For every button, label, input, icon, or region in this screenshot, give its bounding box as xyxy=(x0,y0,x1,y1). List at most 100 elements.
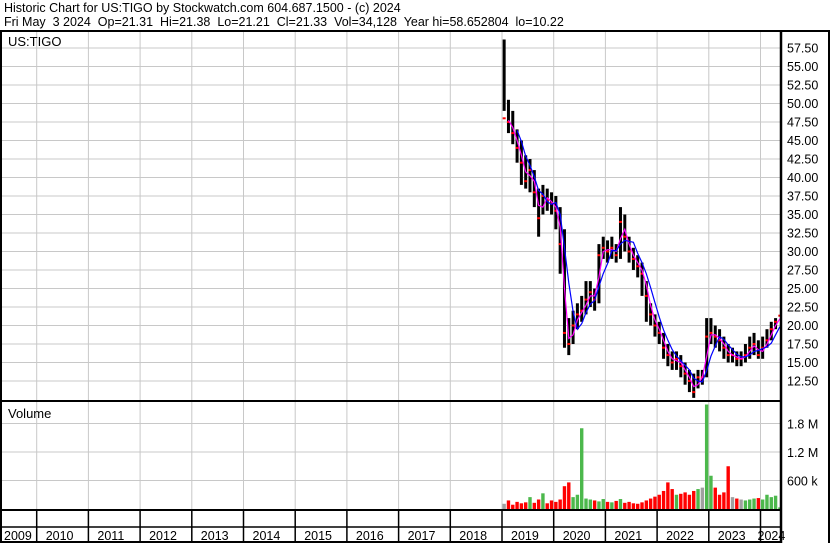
volume-bar xyxy=(773,495,778,509)
volume-tick-label: 1.8 M xyxy=(787,418,818,432)
year-label: 2012 xyxy=(149,529,177,543)
volume-tick-label: 600 k xyxy=(787,475,818,489)
volume-bar xyxy=(687,494,692,509)
volume-bar xyxy=(592,500,597,509)
volume-bar xyxy=(704,404,709,509)
frames xyxy=(0,30,830,543)
volume-bar xyxy=(601,499,605,509)
volume-bar xyxy=(657,494,661,509)
volume-tick-label: 1.2 M xyxy=(787,446,818,460)
volume-bar xyxy=(692,490,696,509)
volume-bar xyxy=(717,494,722,509)
price-tick-label: 15.00 xyxy=(787,356,818,370)
year-label: 2014 xyxy=(253,529,281,543)
volume-bar xyxy=(756,498,761,509)
volume-bar xyxy=(584,498,588,509)
price-axis: 57.50 55.00 52.50 50.00 47.50 45.00 42.50 40.00… xyxy=(787,42,818,389)
volume-bar xyxy=(765,494,769,509)
volume-bar xyxy=(519,503,524,509)
volume-bar xyxy=(623,502,627,509)
volume-label: Volume xyxy=(8,406,51,421)
volume-bar xyxy=(743,500,748,509)
price-tick-label: 22.50 xyxy=(787,301,818,315)
volume-bar xyxy=(571,497,575,509)
price-tick-label: 47.50 xyxy=(787,116,818,130)
volume-bar xyxy=(580,428,584,509)
price-tick-label: 50.00 xyxy=(787,97,818,111)
price-tick-label: 42.50 xyxy=(787,153,818,167)
year-label: 2020 xyxy=(563,529,591,543)
volume-bar xyxy=(640,502,644,509)
volume-bar xyxy=(627,501,631,509)
date-axis: 2009 2010 2011 2012 2013 2014 2015 2016 2017 2018… xyxy=(4,510,785,543)
price-tick-label: 45.00 xyxy=(787,134,818,148)
year-label: 2021 xyxy=(614,529,642,543)
year-label: 2017 xyxy=(408,529,436,543)
volume-bar xyxy=(752,498,756,509)
volume-bar xyxy=(713,487,717,509)
volume-bar xyxy=(528,497,532,509)
volume-bar xyxy=(636,503,640,509)
volume-bar xyxy=(661,490,666,509)
price-tick-label: 52.50 xyxy=(787,79,818,93)
volume-bar xyxy=(502,503,506,509)
chart-title: Historic Chart for US:TIGO by Stockwatch… xyxy=(4,1,401,15)
volume-bar xyxy=(558,499,562,509)
quote-summary: Fri May 3 2024 Op=21.31 Hi=21.38 Lo=21.2… xyxy=(4,15,564,29)
year-label: 2024 xyxy=(758,529,786,543)
year-label: 2011 xyxy=(97,529,124,543)
volume-bar xyxy=(554,501,558,509)
price-tick-label: 25.00 xyxy=(787,282,818,296)
price-tick-label: 30.00 xyxy=(787,245,818,259)
volume-bar xyxy=(683,492,687,509)
price-candles xyxy=(502,39,782,398)
year-label: 2023 xyxy=(718,529,746,543)
volume-bar xyxy=(760,499,765,509)
volume-grid xyxy=(0,402,781,509)
volume-bar xyxy=(739,499,743,509)
volume-bar xyxy=(541,493,545,509)
year-label: 2010 xyxy=(46,529,74,543)
volume-bar xyxy=(605,501,610,509)
volume-bar xyxy=(722,492,726,509)
moving-average-long xyxy=(516,130,781,383)
price-tick-label: 32.50 xyxy=(787,227,818,241)
volume-bar xyxy=(618,499,623,509)
moving-average-short xyxy=(507,119,781,388)
volume-bar xyxy=(644,500,649,509)
volume-bar xyxy=(597,501,601,509)
volume-bar xyxy=(575,494,580,509)
volume-bar xyxy=(631,503,636,509)
price-tick-label: 20.00 xyxy=(787,319,818,333)
volume-bar xyxy=(648,498,653,509)
volume-bar xyxy=(549,500,554,509)
volume-bar xyxy=(726,466,730,509)
volume-bar xyxy=(700,487,705,509)
volume-bar xyxy=(610,502,614,509)
volume-bar xyxy=(511,504,515,509)
volume-bar xyxy=(515,501,519,509)
volume-bar xyxy=(748,499,752,509)
volume-bar xyxy=(532,502,537,509)
year-label: 2019 xyxy=(511,529,539,543)
symbol-label: US:TIGO xyxy=(8,34,61,49)
volume-bar xyxy=(506,500,511,509)
volume-bar xyxy=(679,493,683,509)
volume-bar xyxy=(674,494,679,509)
volume-axis: 1.8 M 1.2 M 600 k xyxy=(787,418,818,489)
year-label: 2013 xyxy=(201,529,229,543)
price-tick-label: 17.50 xyxy=(787,338,818,352)
volume-bar xyxy=(523,502,528,509)
year-label: 2009 xyxy=(4,529,32,543)
price-tick-label: 35.00 xyxy=(787,208,818,222)
year-label: 2016 xyxy=(356,529,384,543)
price-tick-label: 12.50 xyxy=(787,375,818,389)
year-label: 2018 xyxy=(459,529,487,543)
price-tick-label: 40.00 xyxy=(787,171,818,185)
volume-bar xyxy=(769,497,773,509)
price-tick-label: 55.00 xyxy=(787,60,818,74)
volume-bar xyxy=(653,496,657,509)
price-tick-label: 27.50 xyxy=(787,264,818,278)
grid xyxy=(0,32,781,400)
